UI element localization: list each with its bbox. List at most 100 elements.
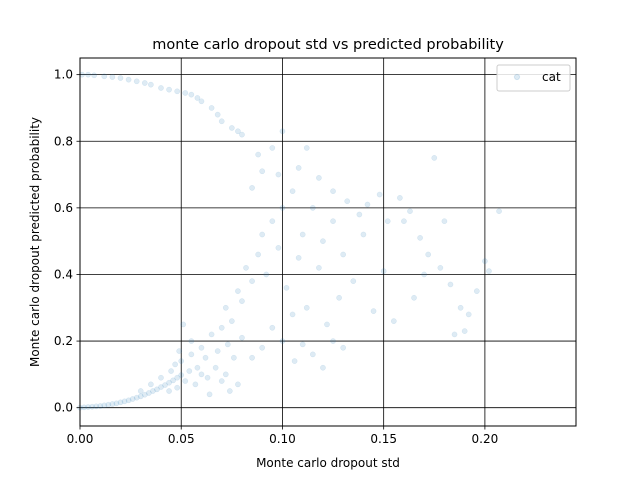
scatter-point	[101, 73, 108, 80]
scatter-point	[218, 118, 225, 125]
scatter-point	[188, 338, 195, 344]
scatter-point	[486, 268, 492, 274]
scatter-point	[194, 95, 201, 101]
scatter-point	[425, 251, 432, 258]
scatter-point	[158, 85, 164, 91]
scatter-point	[141, 80, 148, 86]
scatter-point	[109, 74, 116, 80]
scatter-point	[299, 341, 306, 348]
scatter-point	[269, 145, 276, 151]
scatter-point	[85, 404, 91, 410]
scatter-point	[289, 188, 296, 195]
scatter-point	[198, 98, 205, 105]
scatter-point	[249, 278, 255, 284]
scatter-point	[174, 384, 181, 391]
scatter-point	[421, 271, 428, 278]
y-tick-label: 0.2	[54, 334, 73, 348]
scatter-point	[465, 311, 472, 318]
legend: cat	[496, 64, 571, 92]
scatter-point	[255, 151, 262, 158]
scatter-point	[212, 364, 219, 371]
plot-area-frame	[79, 57, 577, 427]
y-tick-label: 0.4	[54, 267, 73, 281]
scatter-point	[166, 388, 172, 394]
scatter-point	[226, 388, 233, 394]
scatter-point	[376, 191, 383, 198]
x-tick-label: 0.15	[370, 432, 397, 446]
scatter-point	[279, 205, 286, 211]
scatter-point	[198, 344, 205, 351]
scatter-point	[299, 231, 306, 238]
scatter-point	[340, 344, 347, 351]
scatter-point	[275, 244, 282, 251]
scatter-point	[255, 251, 262, 258]
scatter-point	[289, 311, 296, 318]
scatter-point	[204, 374, 211, 381]
scatter-point	[370, 308, 377, 314]
scatter-point	[137, 393, 144, 400]
scatter-point	[178, 358, 185, 364]
scatter-point	[482, 258, 488, 264]
scatter-point	[166, 379, 172, 386]
legend-marker-cat	[513, 73, 521, 81]
scatter-point	[417, 234, 423, 241]
scatter-series-cat	[77, 71, 502, 411]
scatter-point	[214, 348, 221, 354]
y-axis-label: Monte carlo dropout predicted probabilit…	[28, 117, 42, 367]
scatter-point	[180, 321, 187, 328]
scatter-point	[451, 331, 458, 338]
scatter-point	[279, 128, 286, 135]
scatter-point	[137, 388, 144, 394]
x-tick-label: 0.20	[472, 432, 499, 446]
scatter-point	[457, 304, 464, 311]
scatter-point	[316, 264, 322, 271]
scatter-point	[141, 391, 148, 398]
scatter-point	[447, 281, 454, 288]
scatter-point	[364, 201, 371, 208]
y-tick-label: 0.6	[54, 201, 73, 215]
scatter-point	[259, 344, 266, 351]
scatter-point	[182, 378, 189, 384]
scatter-point	[401, 218, 407, 225]
scatter-point	[93, 403, 100, 410]
scatter-point	[390, 318, 397, 324]
scatter-point	[320, 238, 326, 245]
scatter-point	[283, 284, 290, 291]
scatter-point	[97, 403, 104, 409]
scatter-point	[259, 168, 266, 175]
scatter-point	[91, 72, 98, 79]
scatter-point	[228, 318, 235, 324]
axis-ticks: 0.00 0.05 0.10 0.15 0.20 0.0 0.2 0.4 0.6 0.8 1.0	[54, 68, 498, 446]
scatter-point	[158, 384, 164, 390]
scatter-point	[154, 386, 160, 393]
scatter-point	[303, 304, 310, 311]
scatter-point	[214, 111, 221, 118]
scatter-point	[231, 354, 237, 361]
scatter-point	[192, 381, 199, 388]
scatter-point	[249, 354, 255, 361]
scatter-point	[316, 175, 322, 181]
scatter-point	[222, 304, 229, 311]
scatter-point	[224, 341, 231, 348]
scatter-point	[206, 391, 213, 398]
scatter-point	[496, 208, 502, 215]
scatter-point	[81, 404, 87, 411]
scatter-point	[235, 381, 241, 388]
scatter-point	[437, 264, 444, 271]
grid-lines	[79, 58, 576, 426]
scatter-point	[166, 86, 172, 93]
scatter-point	[172, 361, 178, 368]
scatter-point	[162, 382, 168, 388]
scatter-point	[125, 397, 132, 404]
scatter-point	[431, 155, 438, 161]
scatter-point	[269, 324, 276, 331]
x-tick-label: 0.05	[168, 432, 195, 446]
scatter-point	[249, 185, 255, 191]
scatter-point	[198, 371, 205, 378]
scatter-point	[228, 125, 235, 131]
chart-title: monte carlo dropout std vs predicted pro…	[152, 37, 504, 53]
scatter-point	[101, 402, 108, 409]
scatter-point	[148, 381, 154, 388]
y-tick-label: 1.0	[54, 68, 73, 82]
